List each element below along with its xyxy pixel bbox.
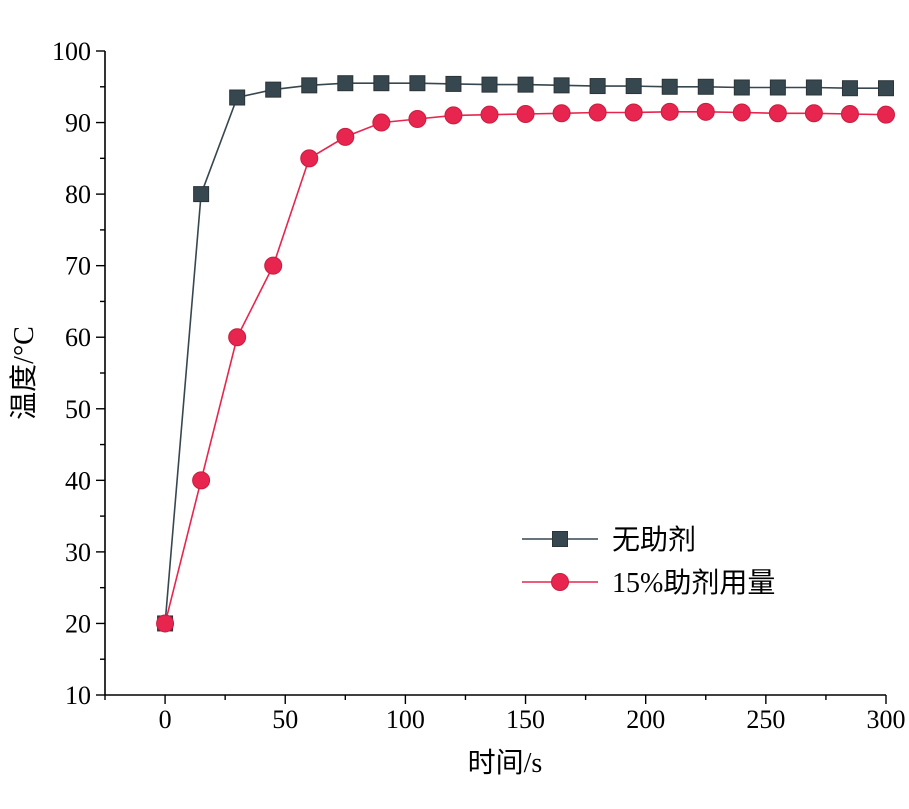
data-point [878,80,894,97]
legend-item: 15%助剂用量 [522,567,775,599]
x-tick-label: 300 [867,705,906,734]
x-tick-label: 150 [506,705,545,734]
data-point [877,105,895,124]
axes: 10 20 30 40 50 60 70 80 90 100 0 50 100 150 200 250 300 [52,37,906,734]
data-point [769,79,786,96]
data-point [697,78,714,95]
data-point [264,256,283,275]
data-point [517,76,534,93]
data-point [336,127,355,146]
x-tick-label: 50 [272,705,298,734]
y-tick-label: 80 [65,180,91,209]
data-point [156,614,175,633]
data-point [552,104,571,123]
data-point [696,102,715,121]
data-point [553,77,570,94]
data-point [516,104,535,123]
x-tick-label: 200 [626,705,665,734]
data-point [337,75,354,92]
y-tick-label: 30 [65,538,91,567]
data-point [768,104,787,123]
y-tick-label: 60 [65,323,91,352]
legend-marker [551,573,569,591]
y-axis-title: 温度/°C [8,326,40,420]
data-point [408,109,427,128]
x-tick-label: 250 [746,705,785,734]
data-point [624,103,643,122]
data-point [661,78,678,95]
data-point [265,81,282,98]
data-point [660,102,679,121]
data-point [804,104,823,123]
legend-label: 15%助剂用量 [612,567,775,599]
data-point [805,79,822,96]
data-point [732,103,751,122]
y-tick-label: 40 [65,466,91,495]
data-point [625,78,642,95]
data-point [193,186,210,203]
series-line [164,111,887,624]
series-layer [156,75,895,633]
data-point [301,77,318,94]
data-point [409,75,426,92]
data-point [841,80,858,97]
data-point [480,105,499,124]
legend-marker [552,531,568,547]
data-point [589,78,606,95]
y-tick-label: 70 [65,252,91,281]
data-point [444,106,463,125]
legend: 无助剂 15%助剂用量 [522,524,775,599]
series-1 [157,75,894,632]
data-point [229,89,246,106]
y-tick-label: 10 [65,681,91,710]
data-point [192,471,211,490]
series-2 [156,102,895,633]
x-tick-label: 0 [159,705,172,734]
data-point [372,113,391,132]
data-point [840,104,859,123]
legend-item: 无助剂 [522,524,696,556]
y-tick-label: 90 [65,109,91,138]
data-point [733,79,750,96]
data-point [588,103,607,122]
x-axis-title: 时间/s [468,747,543,779]
data-point [445,75,462,92]
data-point [481,76,498,93]
y-tick-label: 20 [65,609,91,638]
data-point [228,328,247,347]
x-tick-label: 100 [386,705,425,734]
data-point [300,149,319,168]
y-tick-label: 50 [65,395,91,424]
series-line [164,82,886,624]
y-tick-label: 100 [52,37,91,66]
data-point [373,75,390,92]
legend-label: 无助剂 [612,524,696,556]
